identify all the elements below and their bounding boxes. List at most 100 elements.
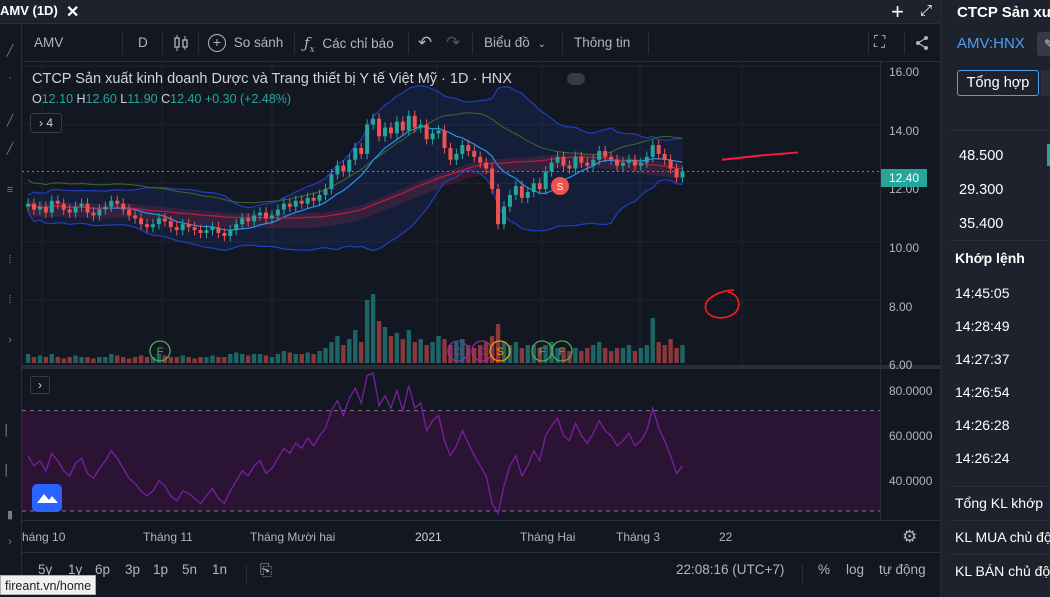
range-1y[interactable]: 1y <box>68 562 83 577</box>
event-marker-label: F <box>157 346 164 358</box>
fireant-logo[interactable] <box>32 484 62 512</box>
compare-button[interactable]: + So sánh <box>208 24 283 62</box>
brush-icon[interactable]: ⁞ <box>8 254 12 266</box>
crosshair-icon[interactable]: ╱ <box>6 45 14 57</box>
rsi-axis[interactable]: 80.0000 60.0000 40.0000 <box>880 369 940 520</box>
price-chart-svg[interactable]: SF D D S F F <box>22 62 880 365</box>
volume-bar <box>353 330 358 363</box>
bottom-toolbar: 5y 1y 6p 3p 1p 5n 1n ⎘ 22:08:16 (UTC+7) … <box>22 552 940 597</box>
info-button[interactable]: Thông tin <box>574 35 631 50</box>
rsi-pane[interactable] <box>22 369 880 520</box>
candle-body <box>37 206 42 210</box>
fib-icon[interactable]: ≡ <box>6 184 14 196</box>
rsi-collapse-button[interactable]: › <box>30 376 50 394</box>
candle-body <box>91 212 96 216</box>
volume-bar <box>85 357 90 363</box>
range-3m[interactable]: 3p <box>125 562 141 577</box>
fullscreen-icon[interactable]: ⛶ <box>874 34 886 51</box>
range-5d[interactable]: 5n <box>182 562 198 577</box>
volume-bar <box>525 345 530 363</box>
settings-icon[interactable]: ⚙ <box>902 527 918 546</box>
line-tool-icon[interactable]: ╱ <box>6 115 14 127</box>
candle-body <box>264 212 268 219</box>
volume-bar <box>573 348 578 363</box>
lock-icon[interactable]: ▏ <box>5 465 15 477</box>
high-value: 12.60 <box>85 92 117 106</box>
arrow-right-icon[interactable]: › <box>8 334 12 346</box>
expand-icon[interactable]: ⤢ <box>919 2 932 19</box>
indicators-collapse-button[interactable]: › 4 <box>30 113 62 133</box>
candle-body <box>513 186 518 195</box>
candle-body <box>311 197 316 201</box>
redo-icon[interactable]: ↷ <box>446 33 461 52</box>
clock-label[interactable]: 22:08:16 (UTC+7) <box>676 562 785 577</box>
chart-tab-title[interactable]: AMV (1D) <box>0 3 58 18</box>
symbol-link[interactable]: AMV:HNX <box>957 35 1025 52</box>
bottom-divider <box>246 565 247 585</box>
range-1d[interactable]: 1n <box>212 562 228 577</box>
volume-bar <box>382 327 388 363</box>
volume-bar <box>275 354 281 363</box>
candle-type-icon[interactable] <box>172 24 190 62</box>
edit-icon[interactable]: ✎ <box>1037 32 1050 56</box>
volume-bar <box>115 355 120 363</box>
candle-body <box>561 156 566 166</box>
undo-icon[interactable]: ↶ <box>418 33 433 52</box>
tab-bar: AMV (1D) ✕ + ⤢ <box>0 0 940 24</box>
legend-menu-icon[interactable] <box>567 73 585 85</box>
volume-bar <box>483 342 489 363</box>
candle-body <box>615 159 620 166</box>
price-tick: 6.00 <box>889 358 913 372</box>
tab-next[interactable] <box>1041 70 1050 96</box>
candle-body <box>222 233 227 236</box>
trash-icon[interactable]: ▮ <box>6 509 14 521</box>
candle-body <box>638 162 643 166</box>
date-range-icon[interactable]: ⎘ <box>260 562 273 579</box>
rsi-line <box>27 372 684 516</box>
candle-body <box>210 227 215 231</box>
pitchfork-icon[interactable]: ╱ <box>6 143 14 155</box>
indicators-button[interactable]: ƒx Các chỉ báo <box>304 24 394 62</box>
range-1m[interactable]: 1p <box>153 562 169 577</box>
event-marker-label: F <box>559 346 566 358</box>
volume-bar <box>597 342 602 363</box>
range-6m[interactable]: 6p <box>95 562 111 577</box>
time-label: Tháng Mười hai <box>250 530 336 544</box>
candle-body <box>347 159 352 172</box>
trade-time: 14:27:37 <box>955 351 1010 367</box>
range-5y[interactable]: 5y <box>38 562 53 577</box>
right-info-panel: CTCP Sản xu AMV:HNX ✎ Tổng hợp 48.500 29… <box>940 0 1050 597</box>
add-icon[interactable]: + <box>891 0 904 24</box>
interval-button[interactable]: D <box>138 35 148 50</box>
symbol-search-button[interactable]: AMV <box>34 35 64 50</box>
time-axis[interactable]: háng 10 Tháng 11 Tháng Mười hai 2021 Thá… <box>22 520 940 552</box>
volume-bar <box>281 351 287 363</box>
trend-line-icon[interactable]: · <box>8 72 12 84</box>
close-icon[interactable]: ✕ <box>66 4 80 21</box>
price-axis[interactable]: 16.00 14.00 12.00 10.00 8.00 6.00 <box>880 62 940 372</box>
volume-bar <box>436 336 441 363</box>
text-icon[interactable]: ⁞ <box>8 294 12 306</box>
pane-divider[interactable] <box>22 365 940 369</box>
tab-summary[interactable]: Tổng hợp <box>957 70 1039 96</box>
log-toggle[interactable]: log <box>846 562 865 577</box>
price-tick: 16.00 <box>889 65 920 79</box>
rsi-chart-svg[interactable] <box>22 369 880 520</box>
candle-body <box>650 145 655 157</box>
candle-body <box>281 203 286 210</box>
volume-bar <box>620 348 626 363</box>
candle-body <box>103 206 108 210</box>
percent-toggle[interactable]: % <box>818 562 831 577</box>
volume-bar <box>257 354 263 363</box>
arrow-right-icon-2[interactable]: › <box>8 536 12 548</box>
share-icon[interactable] <box>914 24 930 62</box>
volume-bar <box>210 355 215 363</box>
auto-toggle[interactable]: tự động <box>879 562 926 577</box>
chart-type-dropdown[interactable]: Biểu đồ ⌄ <box>484 24 546 62</box>
candle-body <box>573 156 578 169</box>
candle-body <box>412 115 417 128</box>
ohlc-legend: O12.10 H12.60 L11.90 C12.40 +0.30 (+2.48… <box>32 92 291 106</box>
matched-orders-heading: Khớp lệnh <box>955 250 1025 266</box>
ruler-icon[interactable]: ▏ <box>5 425 15 437</box>
